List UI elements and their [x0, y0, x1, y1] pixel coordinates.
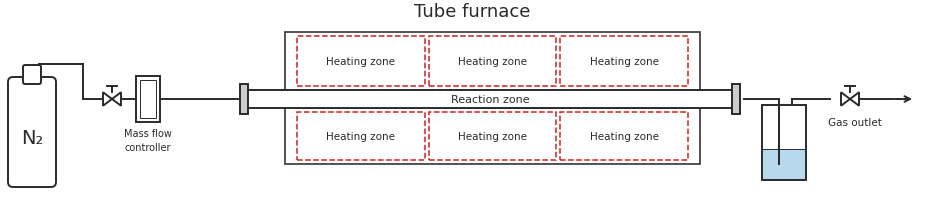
Bar: [761, 105, 805, 180]
Text: Gas outlet: Gas outlet: [827, 117, 881, 127]
Bar: [761, 149, 805, 180]
Text: Heating zone: Heating zone: [589, 57, 658, 67]
Bar: [136, 77, 160, 122]
Text: Heating zone: Heating zone: [326, 57, 395, 67]
Bar: [560, 113, 687, 160]
Bar: [296, 113, 424, 160]
Text: Heating zone: Heating zone: [458, 57, 527, 67]
Bar: [244, 90, 734, 108]
Bar: [429, 37, 556, 87]
FancyBboxPatch shape: [8, 78, 56, 187]
Bar: [761, 105, 805, 180]
Bar: [296, 37, 424, 87]
Text: Tube furnace: Tube furnace: [413, 3, 530, 21]
Text: Mass flow
controller: Mass flow controller: [124, 128, 172, 152]
Bar: [429, 113, 556, 160]
Text: Heating zone: Heating zone: [458, 131, 527, 141]
Bar: [560, 37, 687, 87]
Bar: [240, 85, 247, 115]
Text: N₂: N₂: [21, 128, 43, 147]
Bar: [285, 33, 700, 164]
Text: Heating zone: Heating zone: [326, 131, 395, 141]
Bar: [732, 85, 739, 115]
FancyBboxPatch shape: [23, 66, 41, 85]
Text: Reaction zone: Reaction zone: [450, 95, 529, 104]
Bar: [140, 81, 156, 118]
Text: Heating zone: Heating zone: [589, 131, 658, 141]
